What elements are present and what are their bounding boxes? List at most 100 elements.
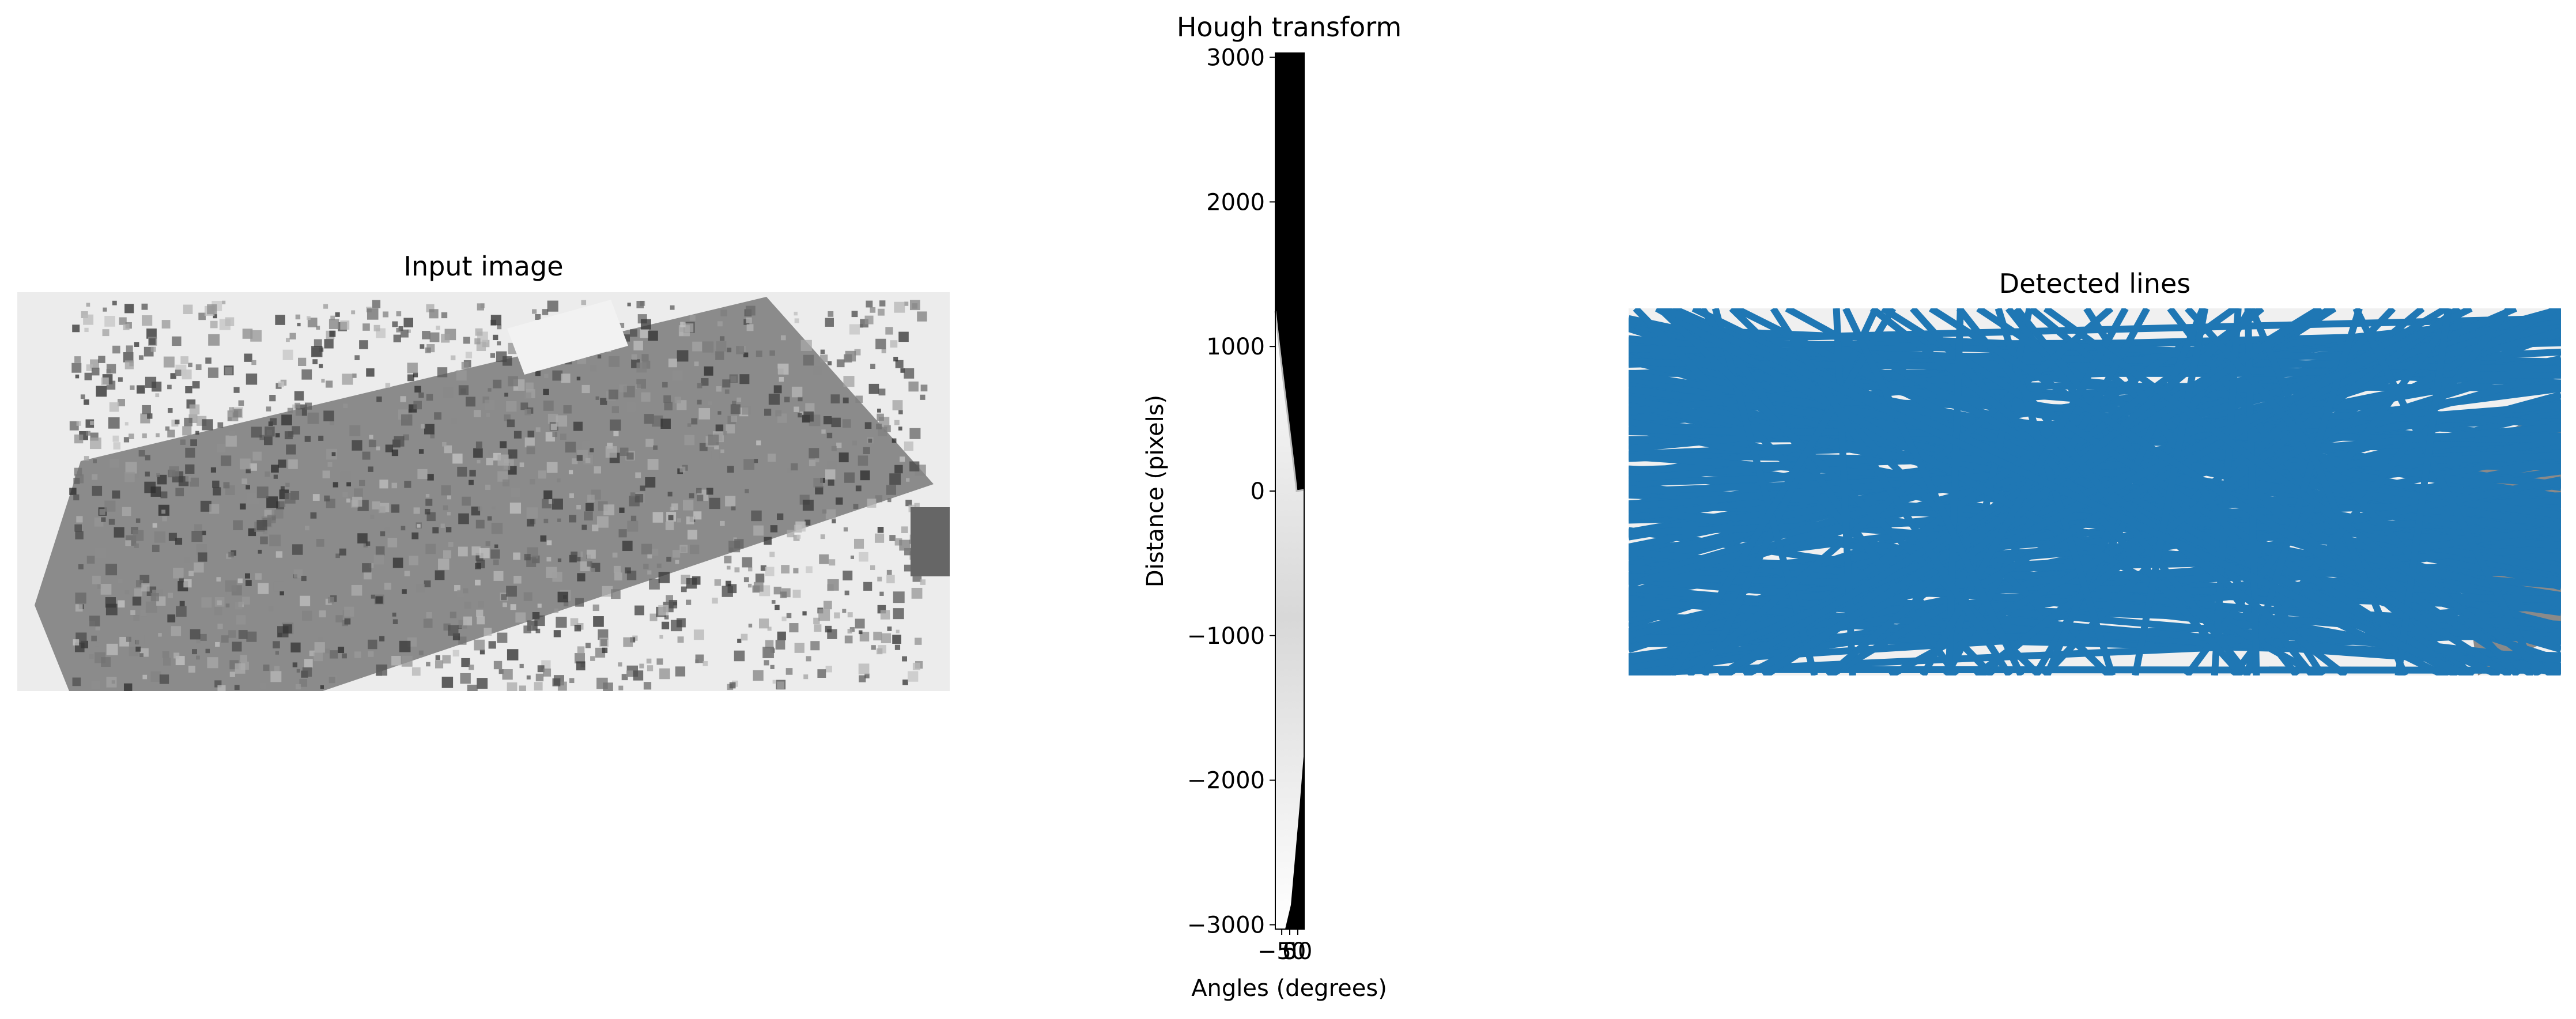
grid-block [477,459,481,463]
grid-block [614,572,622,581]
hough-x-tick-label: 50 [1283,938,1312,965]
grid-block [150,346,156,352]
grid-block [745,305,756,316]
grid-block [592,524,599,531]
grid-block [729,374,738,383]
grid-block [142,433,147,439]
grid-block [485,541,490,546]
grid-block [135,635,145,644]
grid-block [535,427,541,432]
grid-block [602,647,608,654]
grid-block [288,459,298,469]
grid-block [824,601,832,610]
grid-block [889,473,901,485]
grid-block [582,441,590,450]
grid-block [297,323,301,327]
grid-block [497,324,502,330]
grid-block [425,499,433,506]
grid-block [672,550,681,558]
grid-block [422,331,430,339]
grid-block [284,431,293,440]
grid-block [527,519,535,527]
grid-block [561,373,571,383]
grid-block [827,361,832,365]
grid-block [86,364,93,371]
grid-block [870,364,875,369]
grid-block [506,586,517,597]
grid-block [630,492,636,497]
grid-block [284,493,296,504]
grid-block [123,323,130,330]
grid-block [899,539,911,551]
grid-block [759,618,769,629]
grid-block [647,570,652,575]
grid-block [478,506,483,511]
grid-block [631,354,637,360]
grid-block [535,314,541,320]
grid-block [855,485,862,492]
grid-block [663,395,671,403]
grid-block [376,396,382,402]
grid-block [451,418,457,424]
grid-block [689,493,694,499]
grid-block [161,320,171,329]
grid-block [256,519,267,531]
grid-block [407,374,414,382]
grid-block [379,480,388,489]
grid-block [286,444,296,455]
grid-block [292,662,298,667]
grid-block [376,446,380,451]
grid-block [543,668,552,677]
grid-block [623,637,633,647]
grid-block [534,615,545,627]
grid-block [737,639,742,643]
grid-block [524,437,535,448]
grid-block [835,497,843,505]
grid-block [641,354,649,361]
grid-block [815,486,824,495]
grid-block [688,530,697,540]
grid-block [342,653,347,659]
grid-block [354,488,363,498]
grid-block [275,315,285,325]
grid-block [870,307,876,313]
grid-block [665,522,674,530]
grid-block [630,515,637,522]
grid-block [394,436,405,447]
grid-block [708,401,712,405]
grid-block [491,523,503,534]
grid-block [667,492,673,497]
grid-block [878,388,886,396]
grid-block [152,523,157,528]
grid-block [894,301,905,313]
grid-block [161,509,166,514]
grid-block [912,662,920,670]
grid-block [352,496,362,507]
grid-block [307,318,318,327]
grid-block [91,680,100,690]
grid-block [132,597,142,606]
grid-block [225,580,237,592]
grid-block [552,370,563,381]
grid-block [734,539,744,549]
grid-block [694,361,699,367]
grid-block [371,594,375,599]
grid-block [730,404,741,414]
grid-block [827,461,837,470]
grid-block [106,643,118,655]
grid-block [690,545,700,554]
grid-block [427,474,434,481]
grid-block [488,641,496,649]
grid-block [577,551,583,557]
grid-block [477,678,488,689]
hough-y-tick-label: 1000 [1206,334,1265,360]
grid-block [225,317,235,326]
grid-block [247,493,259,505]
grid-block [373,554,384,565]
grid-block [74,434,84,444]
grid-block [134,342,139,347]
grid-block [216,577,221,582]
grid-block [781,565,790,573]
grid-block [618,529,627,538]
grid-block [598,629,609,640]
